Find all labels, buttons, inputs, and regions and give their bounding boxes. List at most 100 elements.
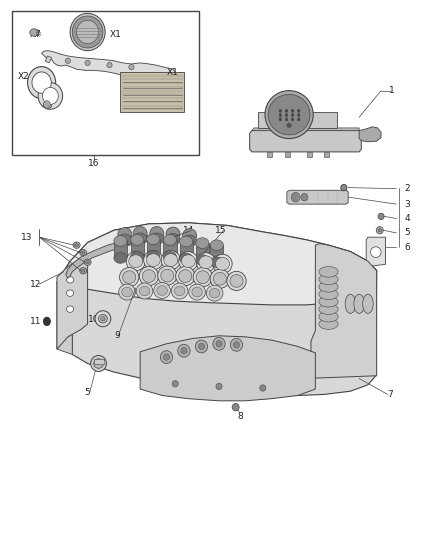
Text: X2: X2 bbox=[18, 72, 30, 81]
Text: 3: 3 bbox=[404, 200, 410, 208]
Text: 9: 9 bbox=[114, 332, 120, 340]
Ellipse shape bbox=[86, 261, 89, 264]
Ellipse shape bbox=[107, 62, 112, 68]
Ellipse shape bbox=[180, 236, 193, 247]
Ellipse shape bbox=[157, 286, 167, 295]
Text: 14: 14 bbox=[183, 227, 194, 235]
Polygon shape bbox=[45, 56, 52, 63]
Polygon shape bbox=[57, 223, 377, 395]
Ellipse shape bbox=[196, 238, 209, 248]
Ellipse shape bbox=[123, 271, 136, 284]
Ellipse shape bbox=[147, 234, 160, 245]
Ellipse shape bbox=[139, 266, 159, 286]
Polygon shape bbox=[43, 100, 52, 109]
Ellipse shape bbox=[285, 114, 288, 117]
Ellipse shape bbox=[77, 20, 99, 44]
Ellipse shape bbox=[150, 227, 164, 240]
Text: X1: X1 bbox=[110, 30, 122, 38]
Ellipse shape bbox=[213, 272, 226, 285]
Ellipse shape bbox=[95, 311, 111, 327]
Text: 4: 4 bbox=[405, 214, 410, 223]
Ellipse shape bbox=[319, 289, 338, 300]
Ellipse shape bbox=[154, 282, 170, 298]
Text: 11: 11 bbox=[30, 317, 42, 326]
Ellipse shape bbox=[193, 268, 212, 287]
Text: X7: X7 bbox=[30, 30, 42, 38]
Ellipse shape bbox=[84, 259, 91, 265]
Ellipse shape bbox=[172, 381, 178, 387]
Ellipse shape bbox=[42, 87, 58, 104]
Polygon shape bbox=[57, 257, 88, 349]
Ellipse shape bbox=[285, 118, 288, 121]
Ellipse shape bbox=[166, 227, 180, 241]
Ellipse shape bbox=[174, 286, 185, 296]
Ellipse shape bbox=[183, 229, 197, 243]
Ellipse shape bbox=[319, 296, 338, 307]
Ellipse shape bbox=[206, 285, 223, 301]
Ellipse shape bbox=[260, 385, 266, 391]
Ellipse shape bbox=[213, 254, 232, 273]
Ellipse shape bbox=[297, 109, 300, 112]
Ellipse shape bbox=[199, 256, 213, 269]
Polygon shape bbox=[57, 282, 72, 354]
Ellipse shape bbox=[196, 271, 209, 284]
Ellipse shape bbox=[118, 228, 132, 241]
Ellipse shape bbox=[210, 240, 223, 251]
Ellipse shape bbox=[85, 60, 90, 66]
Ellipse shape bbox=[279, 118, 282, 121]
Ellipse shape bbox=[301, 193, 308, 201]
Ellipse shape bbox=[319, 311, 338, 322]
Ellipse shape bbox=[129, 255, 143, 268]
Ellipse shape bbox=[144, 251, 163, 270]
Ellipse shape bbox=[142, 270, 155, 282]
Ellipse shape bbox=[181, 348, 187, 354]
Ellipse shape bbox=[147, 251, 160, 262]
Ellipse shape bbox=[99, 314, 107, 323]
Ellipse shape bbox=[345, 294, 356, 313]
Polygon shape bbox=[307, 152, 312, 157]
Polygon shape bbox=[366, 237, 385, 266]
Ellipse shape bbox=[319, 281, 338, 292]
Ellipse shape bbox=[291, 118, 294, 121]
Ellipse shape bbox=[114, 253, 127, 263]
Ellipse shape bbox=[163, 235, 177, 245]
Ellipse shape bbox=[363, 294, 373, 313]
Ellipse shape bbox=[341, 184, 347, 191]
Ellipse shape bbox=[319, 274, 338, 285]
Ellipse shape bbox=[195, 340, 208, 353]
Polygon shape bbox=[359, 127, 381, 142]
Ellipse shape bbox=[319, 319, 338, 329]
Polygon shape bbox=[252, 128, 359, 131]
Ellipse shape bbox=[189, 284, 205, 300]
Ellipse shape bbox=[216, 341, 222, 347]
Bar bbox=[94, 359, 104, 364]
Ellipse shape bbox=[192, 287, 202, 297]
Ellipse shape bbox=[161, 269, 174, 282]
Ellipse shape bbox=[196, 253, 215, 272]
Text: 6: 6 bbox=[404, 243, 410, 252]
Ellipse shape bbox=[139, 286, 150, 296]
Ellipse shape bbox=[196, 255, 209, 265]
Ellipse shape bbox=[133, 233, 147, 245]
Ellipse shape bbox=[81, 251, 85, 254]
Polygon shape bbox=[114, 241, 127, 258]
Ellipse shape bbox=[161, 251, 180, 270]
Ellipse shape bbox=[126, 252, 145, 271]
Ellipse shape bbox=[232, 403, 239, 411]
Ellipse shape bbox=[131, 235, 144, 245]
Text: 5: 5 bbox=[404, 229, 410, 237]
Ellipse shape bbox=[371, 247, 381, 257]
Polygon shape bbox=[12, 11, 199, 155]
Ellipse shape bbox=[179, 270, 192, 282]
Ellipse shape bbox=[378, 229, 381, 232]
Text: 1: 1 bbox=[389, 86, 395, 95]
Ellipse shape bbox=[119, 284, 135, 300]
Ellipse shape bbox=[183, 235, 197, 247]
Ellipse shape bbox=[233, 342, 240, 348]
Ellipse shape bbox=[67, 290, 74, 296]
Ellipse shape bbox=[101, 317, 105, 321]
Ellipse shape bbox=[215, 257, 230, 270]
Ellipse shape bbox=[30, 29, 39, 36]
Ellipse shape bbox=[216, 383, 222, 390]
Polygon shape bbox=[324, 152, 329, 157]
